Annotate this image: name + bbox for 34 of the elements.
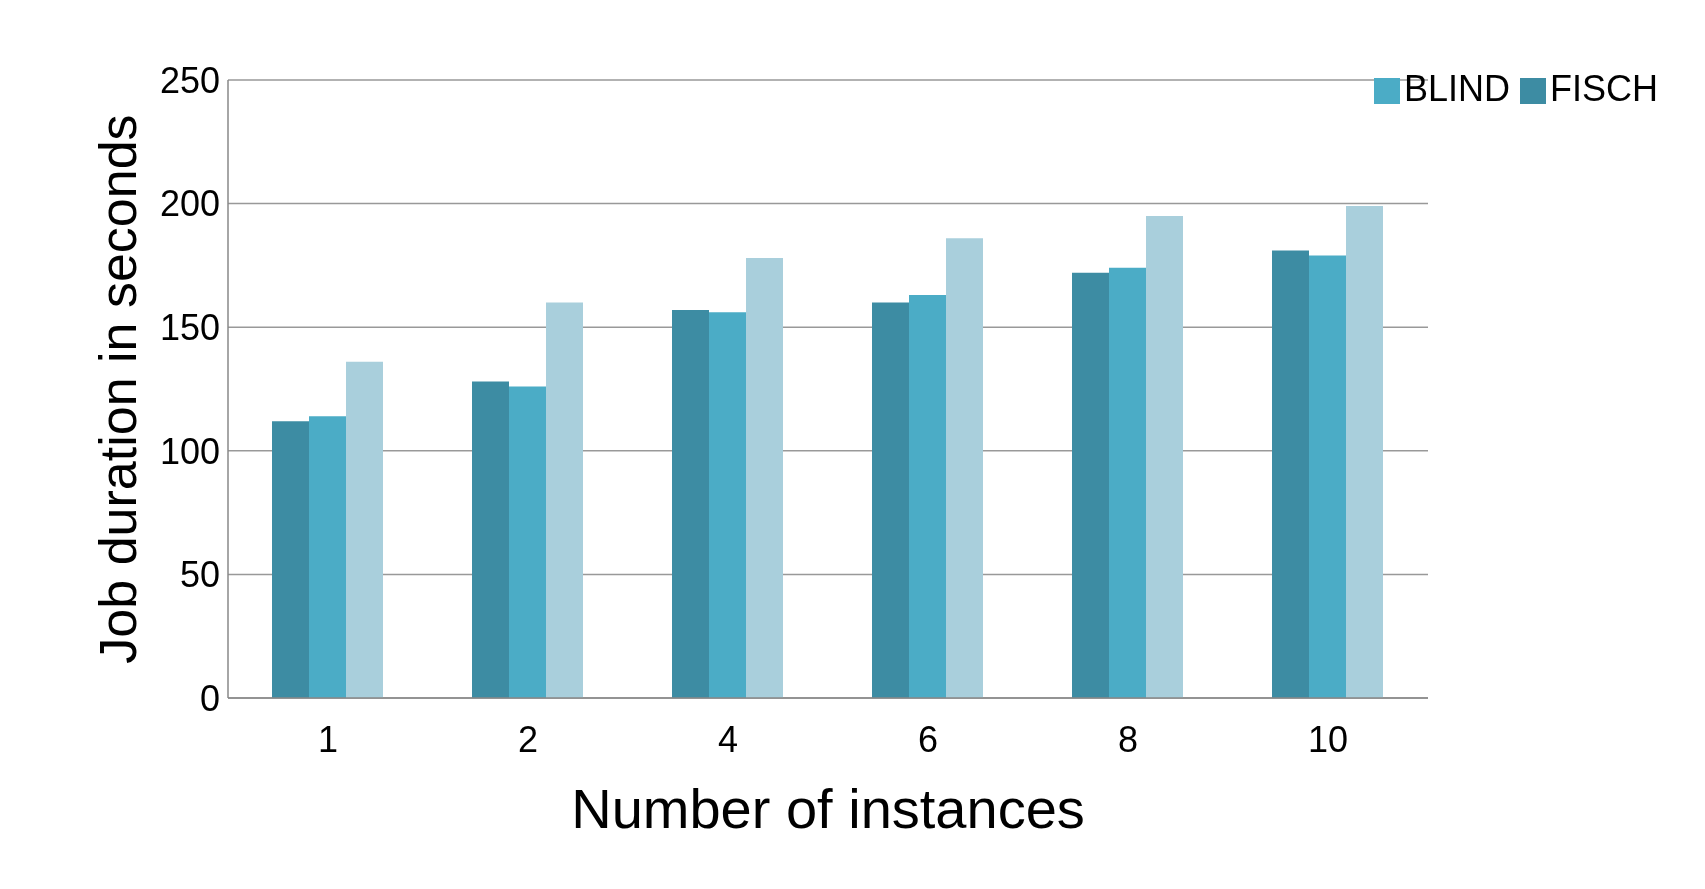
bar bbox=[909, 295, 946, 698]
y-tick-label: 100 bbox=[159, 430, 220, 472]
y-tick-label: 200 bbox=[159, 183, 220, 225]
y-tick-label: 150 bbox=[159, 306, 220, 348]
bar bbox=[546, 302, 583, 698]
bar bbox=[509, 386, 546, 698]
x-tick-label: 2 bbox=[517, 718, 539, 760]
bar bbox=[709, 312, 746, 698]
x-tick-label: 4 bbox=[717, 718, 739, 760]
x-tick-label: 1 bbox=[317, 718, 339, 760]
y-axis-title: Job duration in seconds bbox=[89, 114, 148, 664]
x-tick-label: 8 bbox=[1117, 718, 1139, 760]
bar bbox=[1146, 215, 1183, 698]
x-tick-label: 10 bbox=[1307, 718, 1349, 760]
bar bbox=[672, 309, 709, 698]
bar bbox=[1272, 250, 1309, 698]
bar bbox=[1346, 206, 1383, 698]
y-tick-label: 250 bbox=[159, 59, 220, 101]
bar bbox=[946, 238, 983, 698]
y-tick-label: 0 bbox=[199, 677, 220, 719]
bar bbox=[1309, 255, 1346, 698]
bar bbox=[872, 302, 909, 698]
bar bbox=[1072, 272, 1109, 698]
bar bbox=[746, 257, 783, 698]
bar bbox=[309, 416, 346, 698]
y-tick-label: 50 bbox=[179, 554, 220, 596]
legend-label: FISCH bbox=[1550, 68, 1658, 109]
x-axis-title: Number of instances bbox=[571, 776, 1085, 840]
x-tick-label: 6 bbox=[917, 718, 939, 760]
bar bbox=[472, 381, 509, 698]
bar bbox=[1109, 267, 1146, 698]
bar bbox=[272, 421, 309, 698]
bar bbox=[346, 361, 383, 698]
legend-label: BLIND bbox=[1403, 68, 1510, 109]
